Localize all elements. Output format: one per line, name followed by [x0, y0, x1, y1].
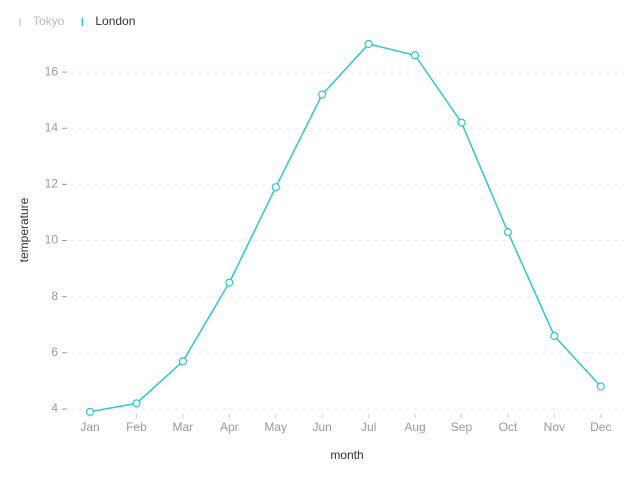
- point: [85, 407, 95, 416]
- x-tick-label: Oct: [499, 420, 518, 434]
- point: [178, 357, 187, 366]
- point: [550, 331, 559, 341]
- y-tick-label: 14: [45, 120, 59, 134]
- x-tick-label: Sep: [451, 420, 473, 434]
- x-tick-label: Aug: [404, 420, 425, 434]
- legend-label[interactable]: Tokyo: [33, 14, 65, 28]
- x-tick-label: Jan: [80, 420, 99, 434]
- y-tick-label: 8: [51, 289, 58, 303]
- y-tick-label: 4: [51, 401, 58, 415]
- legend-label[interactable]: London: [95, 14, 135, 28]
- y-tick-label: 16: [45, 64, 59, 78]
- point: [457, 118, 466, 127]
- point: [318, 90, 327, 99]
- x-tick-label: Nov: [544, 420, 565, 434]
- point: [503, 228, 513, 237]
- point: [364, 39, 373, 49]
- point: [271, 183, 280, 192]
- y-tick-label: 12: [45, 177, 59, 191]
- y-tick-label: 6: [51, 345, 58, 359]
- point: [225, 278, 234, 287]
- x-tick-label: Apr: [220, 420, 239, 434]
- x-tick-label: Jul: [361, 420, 376, 434]
- x-tick-label: Dec: [590, 420, 611, 434]
- point: [410, 51, 420, 60]
- x-tick-label: May: [264, 420, 287, 434]
- x-tick-label: Mar: [173, 420, 194, 434]
- x-axis-label: month: [330, 448, 363, 462]
- line: [89, 43, 602, 413]
- x-tick-label: Feb: [126, 420, 147, 434]
- point: [596, 382, 605, 391]
- x-tick-label: Jun: [313, 420, 332, 434]
- y-tick-label: 10: [45, 233, 59, 247]
- y-axis-label: temperature: [17, 197, 31, 262]
- point: [132, 399, 141, 408]
